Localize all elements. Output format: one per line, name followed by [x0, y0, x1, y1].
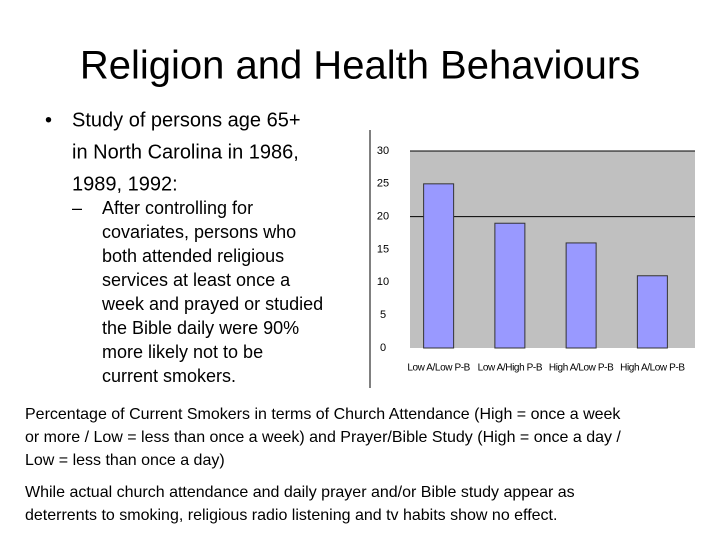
y-tick-label: 15: [377, 243, 389, 255]
sub-bullet-text: the Bible daily were 90%: [102, 318, 299, 338]
note-text: deterrents to smoking, religious radio l…: [25, 507, 557, 524]
y-tick-label: 10: [377, 276, 389, 288]
bar: [565, 242, 597, 349]
bullet-text: 1989, 1992:: [72, 173, 178, 195]
bullet-text: in North Carolina in 1986,: [72, 141, 299, 163]
y-tick-label: 20: [377, 211, 389, 223]
caption-text: Percentage of Current Smokers in terms o…: [25, 406, 621, 423]
y-tick-label: 25: [377, 178, 389, 190]
sub-bullet-text: both attended religious: [102, 246, 284, 266]
y-tick-label: 0: [380, 342, 386, 354]
x-tick-label: Low A/Low P-B: [407, 363, 470, 374]
bar: [494, 222, 526, 349]
sub-bullet-text: covariates, persons who: [102, 222, 296, 242]
x-tick-label: High A/Low P-B: [549, 363, 614, 374]
sub-bullet-text: services at least once a: [102, 270, 291, 290]
bullet-symbol: •: [45, 109, 52, 131]
x-tick-label: High A/Low P-B: [620, 363, 685, 374]
y-tick-label: 5: [380, 309, 386, 321]
bar: [423, 183, 455, 349]
sub-bullet-text: current smokers.: [102, 366, 236, 386]
caption-text: Low = less than once a day): [25, 452, 225, 469]
note-text: While actual church attendance and daily…: [25, 484, 575, 501]
y-tick-label: 30: [377, 145, 389, 157]
sub-bullet-symbol: –: [72, 198, 82, 218]
caption-text: or more / Low = less than once a week) a…: [25, 429, 621, 446]
sub-bullet-text: week and prayed or studied: [101, 294, 323, 314]
sub-bullet-text: After controlling for: [102, 198, 253, 218]
slide-title: Religion and Health Behaviours: [80, 44, 640, 88]
bullet-text: Study of persons age 65+: [72, 109, 301, 131]
x-tick-label: Low A/High P-B: [478, 363, 543, 374]
sub-bullet-text: more likely not to be: [102, 342, 263, 362]
bar: [636, 275, 668, 349]
